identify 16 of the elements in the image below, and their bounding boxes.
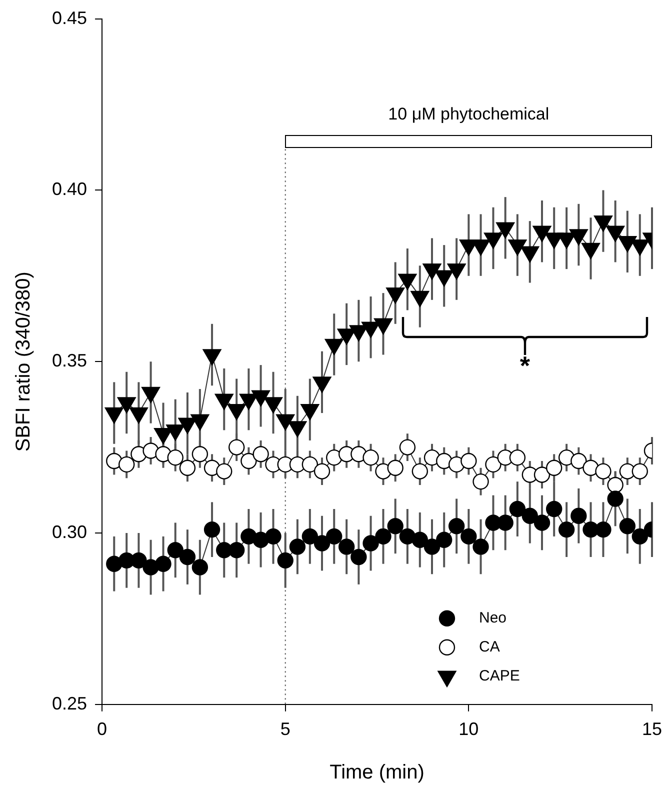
x-tick-label: 5 bbox=[280, 719, 290, 740]
x-axis-title: Time (min) bbox=[330, 762, 424, 784]
x-tick-label: 15 bbox=[642, 719, 662, 740]
annotation: * bbox=[520, 350, 531, 380]
annotation: 10 μM phytochemical bbox=[388, 104, 550, 124]
legend-label: CAPE bbox=[478, 668, 520, 685]
y-tick-label: 0.35 bbox=[52, 350, 88, 371]
y-axis-title: SBFI ratio (340/380) bbox=[12, 272, 35, 452]
x-tick-label: 0 bbox=[97, 719, 108, 740]
legend-label: CA bbox=[478, 638, 500, 656]
y-tick-label: 0.25 bbox=[52, 693, 88, 714]
y-tick-label: 0.40 bbox=[52, 179, 88, 200]
x-tick-label: 10 bbox=[458, 719, 479, 740]
legend-label: Neo bbox=[478, 610, 507, 627]
y-tick-label: 0.30 bbox=[52, 522, 88, 542]
y-tick-label: 0.45 bbox=[52, 8, 88, 28]
